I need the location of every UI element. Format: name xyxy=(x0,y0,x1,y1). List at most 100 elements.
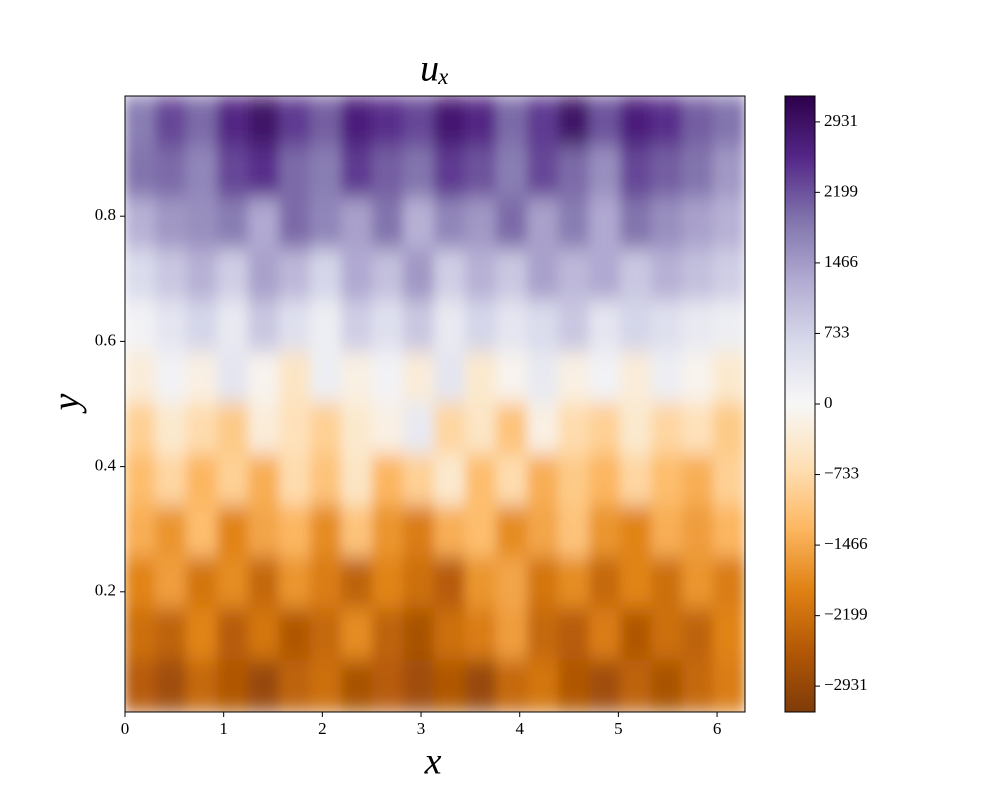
heat-cell xyxy=(186,659,219,712)
x-tick-label: 3 xyxy=(417,719,426,738)
heat-cell xyxy=(682,351,715,405)
heat-cell xyxy=(651,300,684,354)
heat-cell xyxy=(310,557,343,611)
heat-cell xyxy=(372,505,405,559)
heat-cell xyxy=(589,351,622,405)
heat-cell xyxy=(248,557,281,611)
heat-cell xyxy=(279,351,312,405)
x-tick-label: 0 xyxy=(121,719,130,738)
heat-cell xyxy=(496,659,529,712)
heat-cell xyxy=(434,403,467,457)
heat-cell xyxy=(620,351,653,405)
heat-cell xyxy=(155,557,188,611)
heat-cell xyxy=(310,659,343,712)
x-tick-label: 2 xyxy=(318,719,327,738)
heat-cell xyxy=(186,351,219,405)
heat-cell xyxy=(589,557,622,611)
heat-cell xyxy=(465,403,498,457)
heat-cell xyxy=(713,659,745,712)
heat-cell xyxy=(279,403,312,457)
heat-cell xyxy=(341,300,374,354)
heat-cell xyxy=(155,659,188,712)
heat-cell xyxy=(589,454,622,508)
heat-cell xyxy=(589,505,622,559)
heat-cell xyxy=(682,96,715,149)
colorbar-tick-label: 2931 xyxy=(824,111,858,130)
y-tick-label: 0.2 xyxy=(95,581,116,600)
heat-cell xyxy=(125,557,157,611)
heat-cell xyxy=(310,300,343,354)
heat-cell xyxy=(713,351,745,405)
colorbar-tick-label: −2931 xyxy=(824,675,868,694)
heat-cell xyxy=(341,403,374,457)
heat-cell xyxy=(682,146,715,200)
heat-cell xyxy=(372,659,405,712)
heat-cell xyxy=(496,96,529,149)
heat-cell xyxy=(496,351,529,405)
heat-cell xyxy=(155,403,188,457)
heat-cell xyxy=(217,608,250,662)
colorbar-tick-label: 2199 xyxy=(824,181,858,200)
heat-cell xyxy=(372,146,405,200)
heat-cell xyxy=(217,197,250,251)
heat-cell xyxy=(186,608,219,662)
heat-cell xyxy=(713,454,745,508)
heat-cell xyxy=(186,300,219,354)
heat-cell xyxy=(186,197,219,251)
heat-cell xyxy=(527,557,560,611)
heat-cell xyxy=(279,505,312,559)
heat-cell xyxy=(682,197,715,251)
heat-cell xyxy=(403,146,436,200)
heat-cell xyxy=(620,659,653,712)
heat-cell xyxy=(341,557,374,611)
heat-cell xyxy=(434,557,467,611)
heat-cell xyxy=(589,146,622,200)
heat-cell xyxy=(372,197,405,251)
heat-cell xyxy=(620,505,653,559)
heat-cell xyxy=(651,403,684,457)
heat-cell xyxy=(713,505,745,559)
x-tick-label: 5 xyxy=(614,719,623,738)
heat-cell xyxy=(558,146,591,200)
heat-cell xyxy=(527,146,560,200)
heat-cell xyxy=(465,608,498,662)
heat-cell xyxy=(403,351,436,405)
heat-cell xyxy=(372,351,405,405)
heat-cell xyxy=(125,300,157,354)
heat-cell xyxy=(217,351,250,405)
heat-cell xyxy=(465,249,498,303)
heat-cell xyxy=(465,197,498,251)
heat-cell xyxy=(527,197,560,251)
x-tick-label: 6 xyxy=(713,719,722,738)
heat-cell xyxy=(496,403,529,457)
heat-cell xyxy=(527,403,560,457)
heat-cell xyxy=(434,659,467,712)
heat-cell xyxy=(125,146,157,200)
heat-cell xyxy=(341,659,374,712)
heat-cell xyxy=(372,608,405,662)
colorbar-tick-label: −1466 xyxy=(824,534,868,553)
heat-cell xyxy=(372,403,405,457)
heat-cell xyxy=(620,249,653,303)
heat-cell xyxy=(217,505,250,559)
heat-cell xyxy=(310,249,343,303)
heat-cell xyxy=(403,557,436,611)
heat-cell xyxy=(125,403,157,457)
heat-cell xyxy=(186,249,219,303)
heat-cell xyxy=(248,403,281,457)
heat-cell xyxy=(279,300,312,354)
y-tick-label: 0.8 xyxy=(95,205,116,224)
heat-cell xyxy=(341,505,374,559)
heat-cell xyxy=(248,249,281,303)
heat-cell xyxy=(279,249,312,303)
heat-cell xyxy=(496,300,529,354)
heat-cell xyxy=(713,249,745,303)
heat-cell xyxy=(527,454,560,508)
heat-cell xyxy=(125,249,157,303)
colorbar-tick-label: 733 xyxy=(824,322,850,341)
heat-cell xyxy=(651,146,684,200)
heat-cell xyxy=(589,608,622,662)
x-tick-label: 1 xyxy=(219,719,228,738)
